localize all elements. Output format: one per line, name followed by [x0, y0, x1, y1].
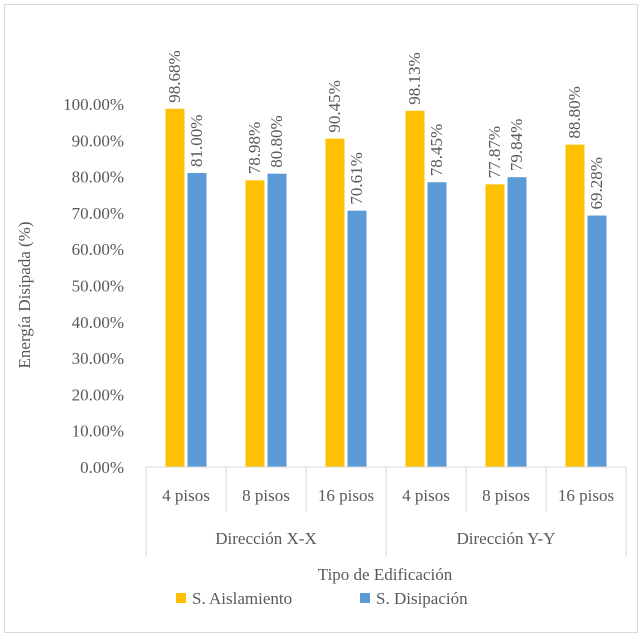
bar-value-label: 90.45%	[325, 80, 344, 132]
bar-disipacion	[587, 215, 607, 467]
bar-aislamiento	[325, 138, 345, 467]
y-tick-label: 40.00%	[72, 313, 124, 332]
group-label: Dirección X-X	[215, 529, 317, 548]
y-tick-label: 30.00%	[72, 349, 124, 368]
x-tick-label: 8 pisos	[242, 486, 290, 505]
legend-swatch	[360, 593, 370, 603]
y-tick-label: 60.00%	[72, 240, 124, 259]
bar-value-label: 77.87%	[485, 126, 504, 178]
bar-aislamiento	[405, 110, 425, 468]
legend-label: S. Aislamiento	[192, 589, 292, 608]
bar-value-label: 69.28%	[587, 157, 606, 209]
bar-aislamiento	[165, 108, 185, 468]
bar-disipacion	[427, 182, 447, 467]
bar-aislamiento	[485, 184, 505, 467]
bar-value-label: 78.98%	[245, 122, 264, 174]
bar-value-label: 88.80%	[565, 86, 584, 138]
bar-disipacion	[187, 172, 207, 467]
chart-frame	[4, 4, 638, 633]
bar-value-label: 78.45%	[427, 124, 446, 176]
bar-value-label: 80.80%	[267, 115, 286, 167]
y-tick-label: 0.00%	[80, 458, 124, 477]
bar-value-label: 98.68%	[165, 50, 184, 102]
x-axis-title: Tipo de Edificación	[318, 565, 453, 584]
bar-value-label: 81.00%	[187, 115, 206, 167]
legend-swatch	[176, 593, 186, 603]
bar-disipacion	[347, 210, 367, 467]
y-tick-label: 50.00%	[72, 277, 124, 296]
y-tick-label: 100.00%	[63, 95, 124, 114]
y-axis-title: Energía Disipada (%)	[15, 222, 34, 369]
group-label: Dirección Y-Y	[457, 529, 556, 548]
bar-aislamiento	[565, 144, 585, 467]
bar-disipacion	[507, 177, 527, 468]
x-tick-label: 16 pisos	[318, 486, 374, 505]
y-tick-label: 20.00%	[72, 385, 124, 404]
y-tick-label: 10.00%	[72, 422, 124, 441]
legend-label: S. Disipación	[376, 589, 468, 608]
bar-disipacion	[267, 173, 287, 468]
x-tick-label: 8 pisos	[482, 486, 530, 505]
bar-value-label: 79.84%	[507, 119, 526, 171]
x-tick-label: 4 pisos	[162, 486, 210, 505]
bar-aislamiento	[245, 180, 265, 467]
bar-value-label: 98.13%	[405, 52, 424, 104]
y-tick-label: 90.00%	[72, 131, 124, 150]
x-tick-label: 16 pisos	[558, 486, 614, 505]
y-tick-label: 70.00%	[72, 204, 124, 223]
x-tick-label: 4 pisos	[402, 486, 450, 505]
y-tick-label: 80.00%	[72, 168, 124, 187]
bar-value-label: 70.61%	[347, 152, 366, 204]
